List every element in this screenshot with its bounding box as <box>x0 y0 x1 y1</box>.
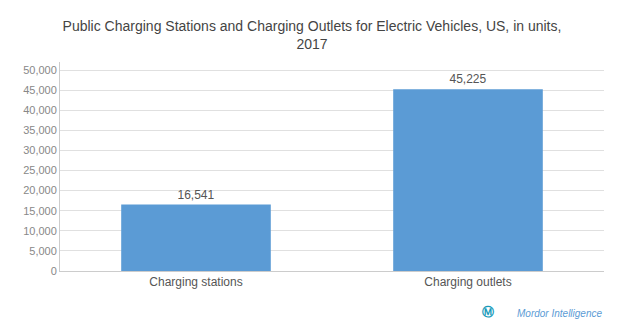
svg-text:30,000: 30,000 <box>23 144 57 156</box>
svg-text:Public Charging Stations and C: Public Charging Stations and Charging Ou… <box>63 18 562 52</box>
svg-text:50,000: 50,000 <box>23 64 57 76</box>
svg-text:10,000: 10,000 <box>23 225 57 237</box>
svg-text:40,000: 40,000 <box>23 104 57 116</box>
svg-text:0: 0 <box>51 265 57 277</box>
svg-text:25,000: 25,000 <box>23 164 57 176</box>
svg-text:5,000: 5,000 <box>29 245 57 257</box>
svg-text:Charging outlets: Charging outlets <box>424 275 511 289</box>
svg-text:Ⓜ: Ⓜ <box>482 305 494 319</box>
svg-text:35,000: 35,000 <box>23 124 57 136</box>
svg-text:16,541: 16,541 <box>177 188 214 202</box>
svg-text:15,000: 15,000 <box>23 205 57 217</box>
svg-text:Charging stations: Charging stations <box>149 275 242 289</box>
svg-text:45,225: 45,225 <box>449 72 486 86</box>
svg-text:Mordor Intelligence: Mordor Intelligence <box>517 308 602 319</box>
svg-text:20,000: 20,000 <box>23 184 57 196</box>
svg-text:45,000: 45,000 <box>23 84 57 96</box>
